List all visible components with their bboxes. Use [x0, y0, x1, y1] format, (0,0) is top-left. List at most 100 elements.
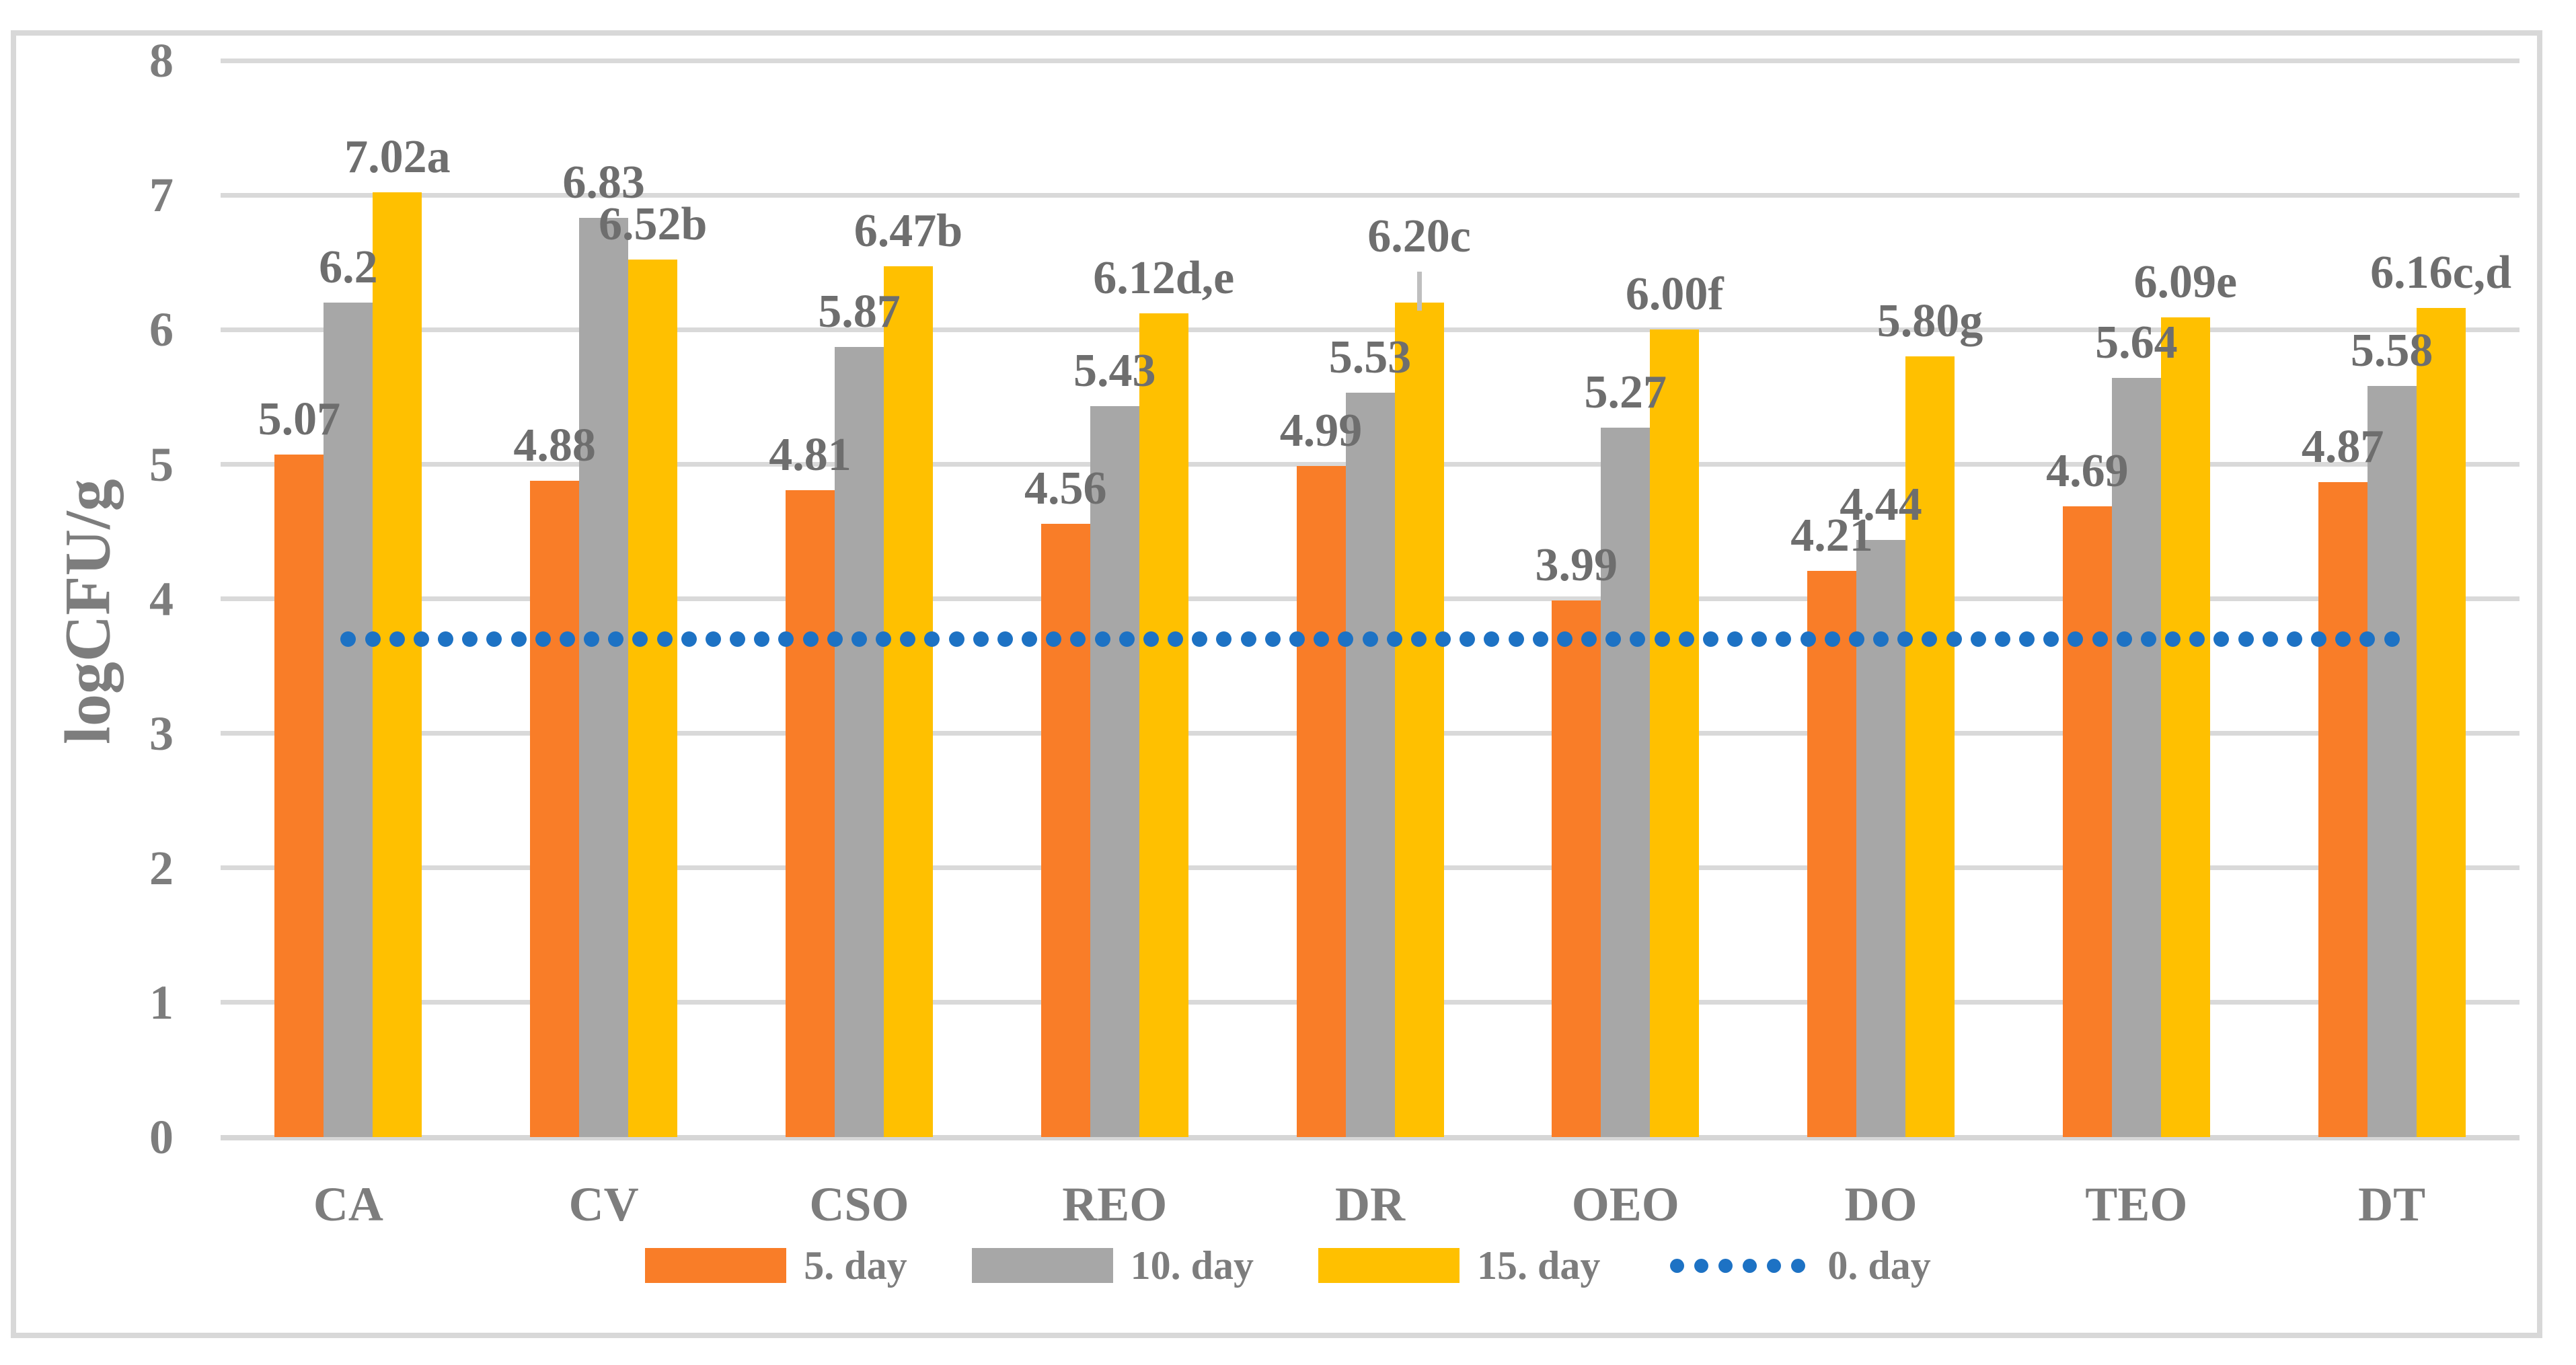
gridline-0	[221, 1134, 2520, 1140]
bar-label: 4.21	[1790, 509, 1873, 561]
baseline-dot	[1314, 631, 1330, 647]
baseline-dot	[754, 631, 770, 647]
bar-15day-CV	[628, 260, 678, 1137]
y-tick-label: 8	[149, 34, 174, 88]
gridline-8	[221, 58, 2520, 63]
bar-label: 4.99	[1279, 404, 1363, 457]
legend-item-10day: 10. day	[971, 1243, 1254, 1289]
legend-label: 5. day	[804, 1243, 907, 1288]
baseline-dot	[1678, 631, 1694, 647]
baseline-dot	[802, 631, 819, 647]
baseline-dot	[1386, 631, 1402, 647]
bar-5day-TEO	[2062, 506, 2112, 1137]
baseline-dot	[705, 631, 721, 647]
bar-10day-CV	[579, 218, 629, 1137]
baseline-dot	[997, 631, 1013, 647]
baseline-dot	[2335, 631, 2351, 647]
baseline-dot	[365, 631, 381, 647]
x-category-label-DR: DR	[1335, 1177, 1405, 1231]
baseline-dot	[1800, 631, 1816, 647]
baseline-dot	[924, 631, 940, 647]
baseline-dot	[1970, 631, 1986, 647]
y-tick-label: 6	[149, 303, 174, 357]
legend-label: 15. day	[1477, 1243, 1601, 1288]
x-category-label-DO: DO	[1844, 1177, 1918, 1231]
baseline-dot	[1460, 631, 1476, 647]
bar-label: 5.07	[258, 393, 341, 446]
baseline-dot	[1022, 631, 1038, 647]
baseline-dot	[340, 631, 356, 647]
baseline-dot	[1946, 631, 1962, 647]
bar-label: 6.00f	[1625, 268, 1724, 321]
bar-15day-DO	[1905, 356, 1955, 1137]
baseline-dot	[827, 631, 843, 647]
baseline-dot	[1410, 631, 1427, 647]
baseline-dot	[1046, 631, 1062, 647]
y-tick-label: 1	[149, 975, 174, 1029]
baseline-dot	[1630, 631, 1646, 647]
legend-dot	[1742, 1258, 1757, 1273]
x-category-label-OEO: OEO	[1571, 1177, 1679, 1231]
baseline-dot	[1873, 631, 1889, 647]
bar-10day-DR	[1345, 393, 1395, 1137]
baseline-dot	[778, 631, 794, 647]
x-category-label-CA: CA	[313, 1177, 383, 1231]
gridline-7	[221, 192, 2520, 198]
baseline-dot	[900, 631, 916, 647]
bar-label: 6.09e	[2133, 256, 2238, 309]
x-category-label-CSO: CSO	[809, 1177, 909, 1231]
legend-dot	[1718, 1258, 1733, 1273]
baseline-dot	[1556, 631, 1573, 647]
bar-10day-CSO	[834, 347, 884, 1137]
legend-item-15day: 15. day	[1318, 1243, 1600, 1289]
bar-5day-OEO	[1552, 600, 1601, 1137]
bar-label: 6.20c	[1367, 210, 1471, 263]
bar-label: 6.16c,d	[2370, 247, 2512, 299]
baseline-dot	[730, 631, 746, 647]
chart-legend: 5. day 10. day 15. day 0. day	[0, 1240, 2576, 1291]
baseline-dot	[876, 631, 892, 647]
bar-label: 5.80g	[1877, 295, 1983, 348]
legend-label: 0. day	[1827, 1243, 1931, 1288]
legend-dot	[1694, 1258, 1708, 1273]
bar-15day-TEO	[2160, 317, 2210, 1137]
bar-10day-OEO	[1601, 428, 1651, 1137]
bar-5day-CSO	[785, 490, 835, 1137]
bar-15day-REO	[1139, 313, 1188, 1137]
bar-label: 7.02a	[344, 131, 451, 184]
legend-dot	[1766, 1258, 1781, 1273]
bar-5day-CV	[530, 480, 580, 1137]
baseline-dot	[1289, 631, 1305, 647]
y-tick-label: 2	[149, 841, 174, 895]
baseline-dot	[1362, 631, 1378, 647]
baseline-dot	[1119, 631, 1135, 647]
bar-15day-OEO	[1650, 329, 1700, 1137]
baseline-dot	[681, 631, 697, 647]
baseline-dot	[1094, 631, 1110, 647]
baseline-dot	[1848, 631, 1864, 647]
bar-label: 5.87	[818, 286, 901, 338]
y-tick-label: 4	[149, 572, 174, 626]
baseline-dot	[510, 631, 527, 647]
legend-dot	[1669, 1258, 1684, 1273]
baseline-dot	[1994, 631, 2010, 647]
bar-10day-TEO	[2111, 378, 2161, 1137]
bar-label: 4.56	[1024, 462, 1107, 514]
legend-label: 10. day	[1130, 1243, 1254, 1288]
bar-label: 5.58	[2350, 325, 2433, 377]
baseline-dot	[1168, 631, 1184, 647]
bar-label: 6.52b	[598, 198, 708, 251]
x-category-label-DT: DT	[2358, 1177, 2426, 1231]
baseline-dot	[438, 631, 454, 647]
baseline-dot	[1922, 631, 1938, 647]
gridline-6	[221, 327, 2520, 332]
baseline-dot	[1143, 631, 1159, 647]
baseline-dot	[2384, 631, 2400, 647]
legend-dotted-line-icon	[1665, 1258, 1810, 1273]
bar-label: 4.44	[1840, 478, 1922, 531]
baseline-dot	[973, 631, 989, 647]
baseline-dot	[2286, 631, 2302, 647]
bar-label: 5.64	[2095, 317, 2178, 369]
baseline-dot	[1751, 631, 1768, 647]
